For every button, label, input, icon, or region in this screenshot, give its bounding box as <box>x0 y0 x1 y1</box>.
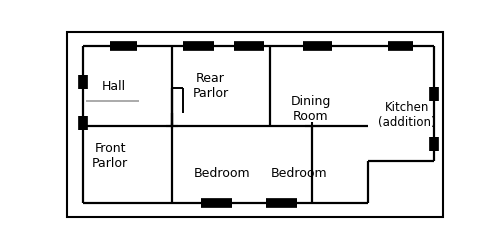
Text: Hall: Hall <box>102 80 126 93</box>
Text: Rear
Parlor: Rear Parlor <box>192 72 229 100</box>
Text: Dining
Room: Dining Room <box>290 95 331 123</box>
Text: Bedroom: Bedroom <box>271 167 328 180</box>
Text: Bedroom: Bedroom <box>194 167 250 180</box>
Text: Front
Parlor: Front Parlor <box>92 142 128 170</box>
Text: Kitchen
(addition): Kitchen (addition) <box>378 101 436 129</box>
